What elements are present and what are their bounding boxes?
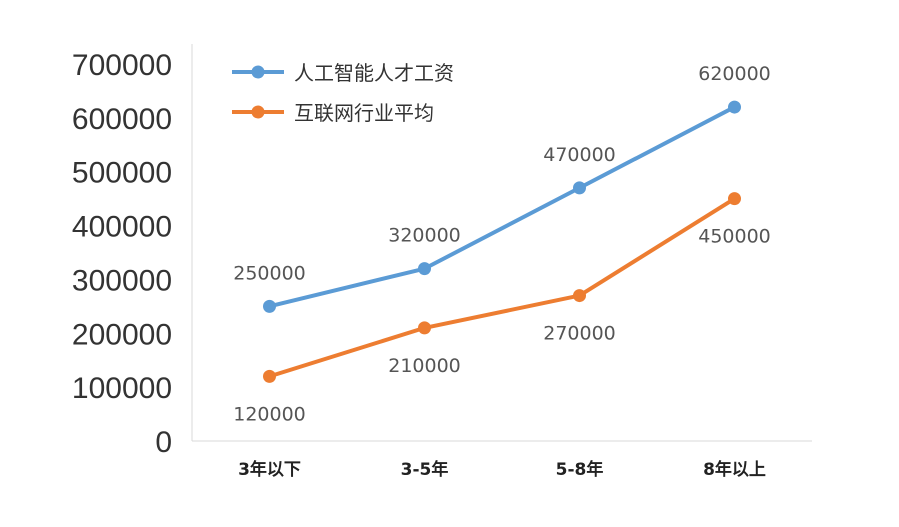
data-label: 470000 xyxy=(543,144,616,166)
y-tick-label: 300000 xyxy=(72,264,172,297)
x-tick-label: 3-5年 xyxy=(401,459,449,480)
legend-marker xyxy=(251,65,265,79)
y-tick-label: 100000 xyxy=(72,372,172,405)
axes xyxy=(191,44,812,442)
data-point xyxy=(728,100,741,114)
data-label: 620000 xyxy=(698,63,771,85)
data-label: 450000 xyxy=(698,226,771,248)
legend-item: 互联网行业平均 xyxy=(232,101,434,125)
x-tick-label: 5-8年 xyxy=(556,459,604,480)
data-point xyxy=(418,262,431,276)
x-tick-label: 8年以上 xyxy=(703,459,766,480)
data-label: 320000 xyxy=(388,225,461,247)
y-tick-label: 500000 xyxy=(72,157,172,190)
y-tick-label: 600000 xyxy=(72,103,172,136)
series-2 xyxy=(263,192,741,383)
series-1 xyxy=(263,100,741,313)
x-tick-label: 3年以下 xyxy=(238,459,301,480)
legend-label: 人工智能人才工资 xyxy=(294,61,454,85)
data-label: 210000 xyxy=(388,355,461,377)
data-point xyxy=(573,181,586,195)
series-line xyxy=(267,196,737,379)
data-point xyxy=(263,369,276,383)
y-tick-label: 700000 xyxy=(72,49,172,82)
series-line xyxy=(267,105,737,309)
data-point xyxy=(263,299,276,313)
y-tick-label: 0 xyxy=(155,426,172,459)
data-label: 250000 xyxy=(233,262,306,284)
series-layer xyxy=(263,100,741,383)
data-label: 270000 xyxy=(543,323,616,345)
legend-marker xyxy=(251,105,265,119)
data-labels: 250000 320000 470000 620000 120000 210000 2700… xyxy=(233,63,771,425)
legend-item: 人工智能人才工资 xyxy=(232,61,454,85)
data-point xyxy=(418,321,431,335)
y-axis-ticks: 0 100000 200000 300000 400000 500000 600000 700… xyxy=(72,49,172,459)
legend-label: 互联网行业平均 xyxy=(294,101,434,125)
y-tick-label: 400000 xyxy=(72,211,172,244)
y-tick-label: 200000 xyxy=(72,318,172,351)
x-axis-ticks: 3年以下 3-5年 5-8年 8年以上 xyxy=(238,459,766,480)
data-point xyxy=(728,192,741,206)
data-point xyxy=(573,289,586,303)
data-label: 120000 xyxy=(233,403,306,425)
